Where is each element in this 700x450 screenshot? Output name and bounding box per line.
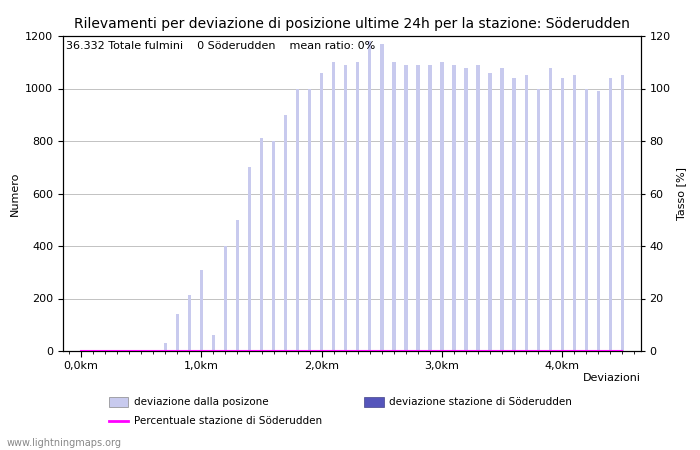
Bar: [211, 335, 215, 351]
Bar: [308, 89, 312, 351]
Bar: [236, 220, 239, 351]
Bar: [332, 62, 335, 351]
Bar: [284, 115, 287, 351]
Bar: [477, 65, 480, 351]
Bar: [260, 139, 263, 351]
Bar: [573, 75, 576, 351]
Bar: [512, 78, 516, 351]
Text: 36.332 Totale fulmini    0 Söderudden    mean ratio: 0%: 36.332 Totale fulmini 0 Söderudden mean …: [66, 41, 375, 51]
Text: Percentuale stazione di Söderudden: Percentuale stazione di Söderudden: [134, 416, 322, 426]
Bar: [609, 78, 612, 351]
Bar: [524, 75, 528, 351]
Bar: [536, 89, 540, 351]
Text: deviazione stazione di Söderudden: deviazione stazione di Söderudden: [389, 397, 572, 407]
Text: deviazione dalla posizone: deviazione dalla posizone: [134, 397, 268, 407]
Bar: [248, 167, 251, 351]
Bar: [272, 141, 275, 351]
Bar: [416, 65, 419, 351]
Bar: [464, 68, 468, 351]
Text: www.lightningmaps.org: www.lightningmaps.org: [7, 438, 122, 448]
Bar: [500, 68, 504, 351]
Bar: [584, 89, 588, 351]
Bar: [151, 350, 155, 351]
Text: Deviazioni: Deviazioni: [582, 373, 640, 383]
Bar: [596, 91, 600, 351]
Bar: [380, 44, 384, 351]
Bar: [344, 65, 347, 351]
Bar: [224, 246, 227, 351]
Bar: [404, 65, 407, 351]
Bar: [561, 78, 564, 351]
Bar: [621, 75, 624, 351]
Bar: [489, 73, 492, 351]
Title: Rilevamenti per deviazione di posizione ultime 24h per la stazione: Söderudden: Rilevamenti per deviazione di posizione …: [74, 17, 630, 31]
Bar: [356, 62, 360, 351]
Bar: [188, 295, 191, 351]
Bar: [296, 89, 300, 351]
Y-axis label: Tasso [%]: Tasso [%]: [676, 167, 686, 220]
Bar: [392, 62, 396, 351]
Bar: [440, 62, 444, 351]
Bar: [452, 65, 456, 351]
Bar: [320, 73, 323, 351]
Bar: [428, 65, 432, 351]
Bar: [176, 314, 179, 351]
Bar: [549, 68, 552, 351]
Y-axis label: Numero: Numero: [10, 171, 20, 216]
Bar: [368, 41, 372, 351]
Bar: [199, 270, 203, 351]
Bar: [164, 343, 167, 351]
